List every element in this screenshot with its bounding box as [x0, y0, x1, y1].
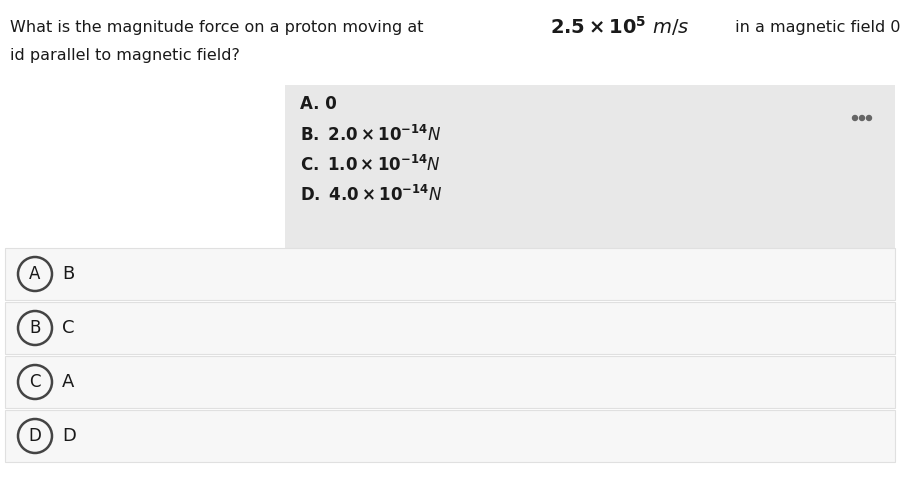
Text: $\mathbf{2.5 \times 10^5}\ \mathit{m/s}$: $\mathbf{2.5 \times 10^5}\ \mathit{m/s}$: [550, 14, 690, 38]
Text: B: B: [62, 265, 74, 283]
Text: A: A: [29, 265, 41, 283]
Circle shape: [852, 115, 858, 120]
Text: What is the magnitude force on a proton moving at: What is the magnitude force on a proton …: [10, 20, 428, 35]
Text: id parallel to magnetic field?: id parallel to magnetic field?: [10, 48, 240, 63]
FancyBboxPatch shape: [285, 85, 495, 250]
Text: B: B: [29, 319, 41, 337]
Text: C: C: [29, 373, 41, 391]
Circle shape: [860, 115, 864, 120]
FancyBboxPatch shape: [495, 85, 895, 250]
Text: D: D: [62, 427, 76, 445]
Text: in a magnetic field 0.5T If the velocity: in a magnetic field 0.5T If the velocity: [730, 20, 902, 35]
Text: C: C: [62, 319, 75, 337]
Circle shape: [867, 115, 871, 120]
Text: $\mathbf{C.\ 1.0 \times 10^{-14}\mathit{N}}$: $\mathbf{C.\ 1.0 \times 10^{-14}\mathit{…: [300, 155, 441, 175]
Text: A: A: [62, 373, 74, 391]
Text: A. 0: A. 0: [300, 95, 336, 113]
FancyBboxPatch shape: [5, 410, 895, 462]
Text: $\mathbf{D.\ 4.0 \times 10^{-14}\mathit{N}}$: $\mathbf{D.\ 4.0 \times 10^{-14}\mathit{…: [300, 185, 442, 205]
Text: $\mathbf{B.\ 2.0 \times 10^{-14}\mathit{N}}$: $\mathbf{B.\ 2.0 \times 10^{-14}\mathit{…: [300, 125, 441, 145]
FancyBboxPatch shape: [5, 302, 895, 354]
FancyBboxPatch shape: [5, 356, 895, 408]
Text: D: D: [29, 427, 41, 445]
FancyBboxPatch shape: [5, 248, 895, 300]
